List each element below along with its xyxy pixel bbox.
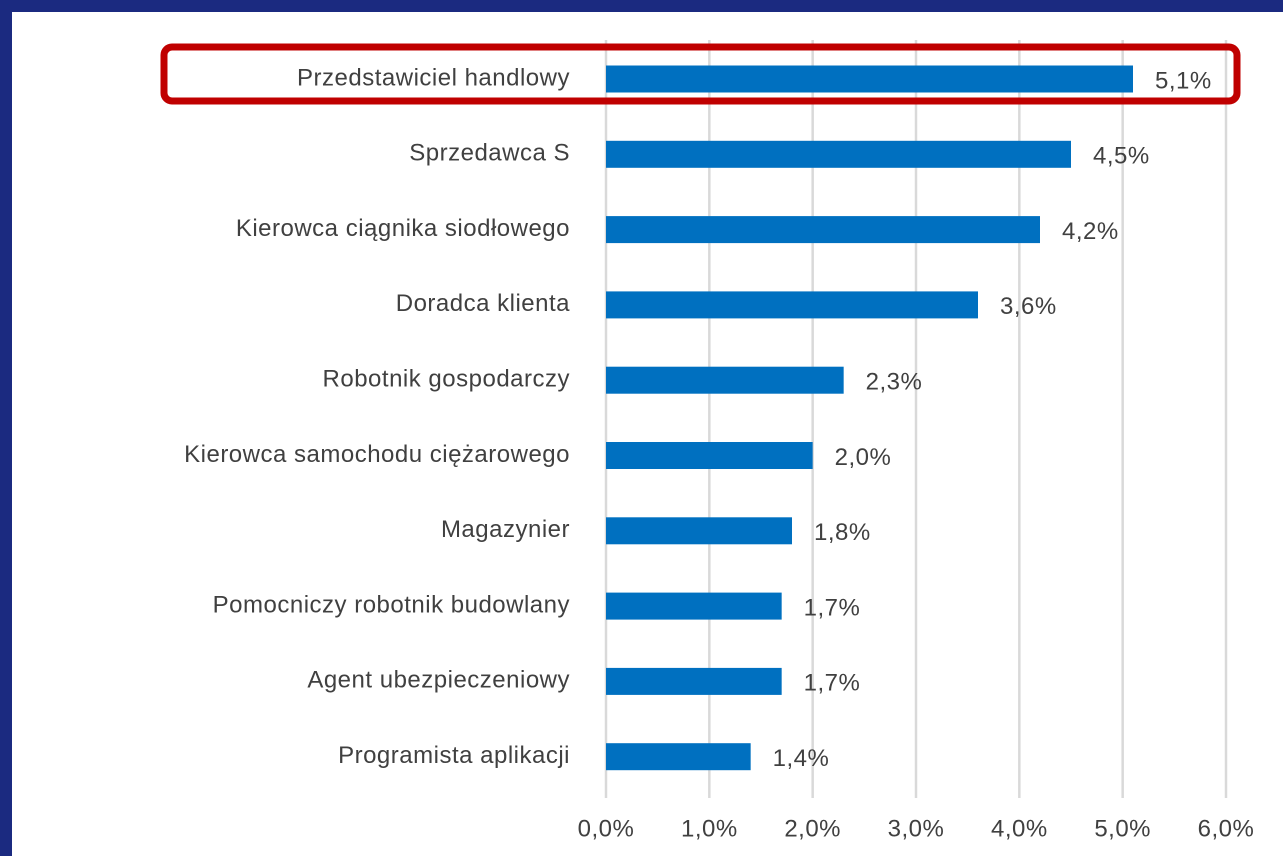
value-label: 2,0% bbox=[835, 444, 892, 471]
bar bbox=[606, 743, 751, 771]
y-tick-label: Kierowca samochodu ciężarowego bbox=[184, 441, 570, 468]
grid: 0,0% 1,0% 2,0% 3,0% 4,0% 5,0% 6,0% bbox=[578, 40, 1255, 842]
bar bbox=[606, 291, 978, 319]
y-tick-label: Magazynier bbox=[441, 516, 570, 543]
x-tick-label: 2,0% bbox=[784, 815, 841, 842]
value-label: 1,8% bbox=[814, 519, 871, 546]
value-label: 1,7% bbox=[804, 594, 861, 621]
y-tick-label: Kierowca ciągnika siodłowego bbox=[236, 215, 570, 242]
value-label: 3,6% bbox=[1000, 293, 1057, 320]
value-label: 1,7% bbox=[804, 670, 861, 697]
y-tick-label: Przedstawiciel handlowy bbox=[297, 64, 570, 91]
value-label: 1,4% bbox=[773, 745, 830, 772]
value-label: 5,1% bbox=[1155, 67, 1212, 94]
x-tick-label: 5,0% bbox=[1094, 815, 1151, 842]
x-tick-label: 0,0% bbox=[578, 815, 635, 842]
y-tick-label: Agent ubezpieczeniowy bbox=[307, 667, 570, 694]
bar bbox=[606, 366, 844, 394]
bar bbox=[606, 592, 782, 620]
value-label: 4,5% bbox=[1093, 143, 1150, 170]
highlight-box bbox=[160, 43, 1241, 105]
bar bbox=[606, 140, 1071, 168]
bar bbox=[606, 442, 813, 469]
marks: Przedstawiciel handlowy 5,1% Sprzedawca S 4… bbox=[184, 64, 1212, 772]
x-tick-label: 6,0% bbox=[1198, 815, 1255, 842]
y-tick-label: Sprzedawca S bbox=[409, 140, 570, 167]
value-label: 4,2% bbox=[1062, 218, 1119, 245]
y-tick-label: Programista aplikacji bbox=[338, 742, 570, 769]
y-tick-label: Doradca klienta bbox=[396, 290, 570, 317]
chart-background bbox=[12, 12, 1283, 856]
x-tick-label: 3,0% bbox=[888, 815, 945, 842]
x-tick-label: 4,0% bbox=[991, 815, 1048, 842]
bar bbox=[606, 216, 1040, 244]
value-label: 2,3% bbox=[866, 369, 923, 396]
bar bbox=[606, 65, 1133, 93]
y-tick-label: Pomocniczy robotnik budowlany bbox=[213, 591, 570, 618]
y-tick-label: Robotnik gospodarczy bbox=[323, 366, 570, 393]
bar bbox=[606, 517, 792, 545]
bar bbox=[606, 667, 782, 695]
x-tick-label: 1,0% bbox=[681, 815, 738, 842]
